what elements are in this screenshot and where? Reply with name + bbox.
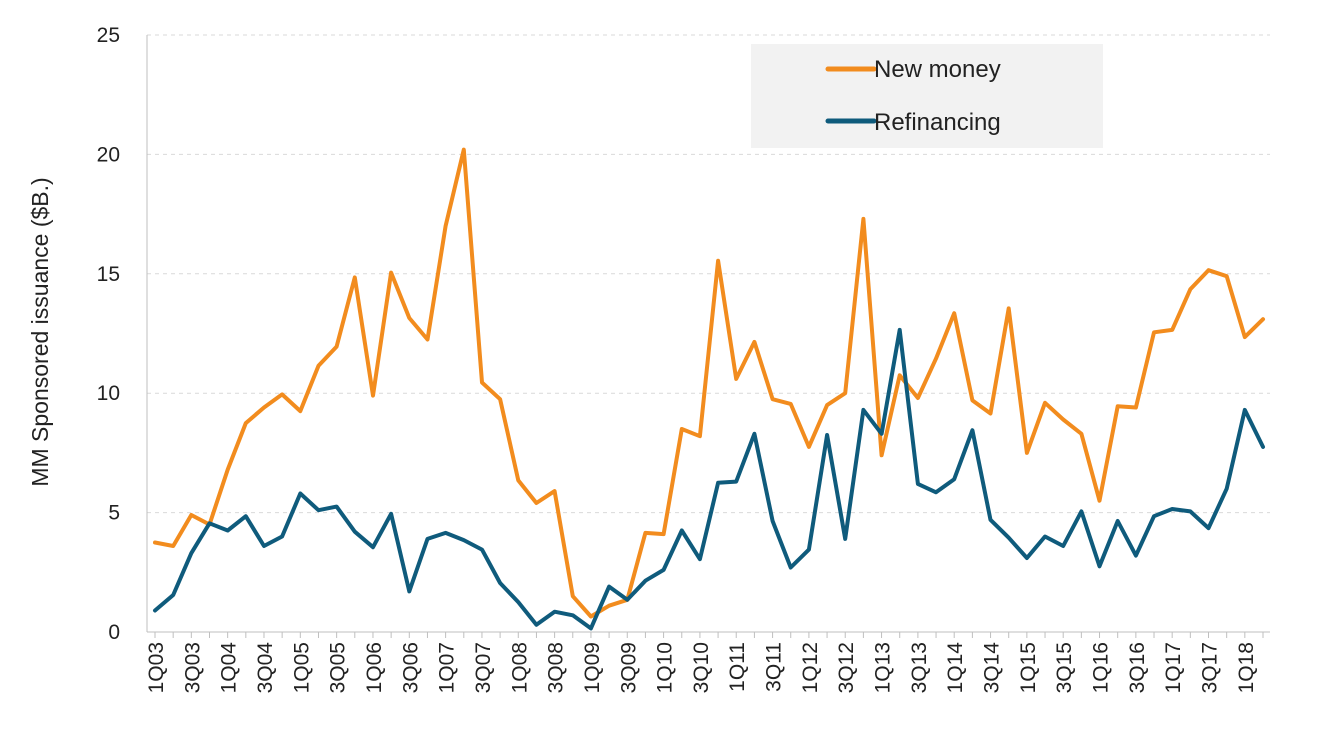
x-tick-label-3Q06: 3Q06 <box>399 642 422 693</box>
x-tick-label-3Q09: 3Q09 <box>617 642 640 693</box>
x-tick-label-1Q11: 1Q11 <box>726 642 749 692</box>
legend-background <box>751 44 1103 148</box>
x-tick-labels: 1Q03 3Q03 1Q04 3Q04 1Q05 3Q05 1Q06 3Q06 1Q07 3Q07… <box>145 642 1258 694</box>
x-tick-label-3Q07: 3Q07 <box>472 642 495 693</box>
x-tick-label-1Q13: 1Q13 <box>872 642 895 693</box>
y-tick-label-5: 5 <box>108 502 120 525</box>
x-tick-label-3Q05: 3Q05 <box>327 642 350 693</box>
y-tick-labels: 0 5 10 15 20 25 <box>97 24 120 644</box>
y-tick-label-25: 25 <box>97 24 120 47</box>
grid-lines <box>147 34 1270 514</box>
x-tick-label-1Q18: 1Q18 <box>1235 642 1258 693</box>
x-tick-label-1Q16: 1Q16 <box>1090 642 1113 693</box>
x-tick-label-3Q08: 3Q08 <box>545 642 568 693</box>
x-tick-label-1Q03: 1Q03 <box>145 642 168 693</box>
x-tick-label-1Q09: 1Q09 <box>581 642 604 693</box>
y-tick-label-0: 0 <box>108 621 120 644</box>
series-line-new-money <box>153 147 1265 619</box>
x-tick-label-3Q16: 3Q16 <box>1126 642 1149 693</box>
x-tick-label-3Q14: 3Q14 <box>981 642 1004 694</box>
x-tick-label-3Q12: 3Q12 <box>835 642 858 693</box>
y-tick-label-20: 20 <box>97 143 120 166</box>
x-tick-label-1Q04: 1Q04 <box>218 642 241 694</box>
x-tick-label-3Q15: 3Q15 <box>1053 642 1076 693</box>
series-lines <box>153 147 1265 631</box>
x-tick-label-3Q10: 3Q10 <box>690 642 713 693</box>
x-tick-label-1Q15: 1Q15 <box>1017 642 1040 693</box>
y-tick-label-10: 10 <box>97 382 120 405</box>
x-tick-label-3Q13: 3Q13 <box>908 642 931 693</box>
legend-label-new-money: New money <box>874 56 1001 83</box>
legend-label-refinancing: Refinancing <box>874 109 1001 136</box>
series-line-refinancing <box>153 327 1265 631</box>
x-tick-label-1Q06: 1Q06 <box>363 642 386 693</box>
x-tick-label-3Q11: 3Q11 <box>763 642 786 692</box>
x-tick-label-1Q12: 1Q12 <box>799 642 822 693</box>
x-tick-label-1Q17: 1Q17 <box>1162 642 1185 693</box>
x-tick-label-1Q05: 1Q05 <box>290 642 313 693</box>
y-tick-label-15: 15 <box>97 263 120 286</box>
axes <box>146 35 1270 638</box>
y-axis-title: MM Sponsored issuance ($B.) <box>27 177 53 486</box>
x-tick-label-1Q07: 1Q07 <box>436 642 459 693</box>
legend: New money Refinancing <box>751 44 1103 148</box>
x-tick-label-3Q17: 3Q17 <box>1199 642 1222 693</box>
x-tick-label-1Q10: 1Q10 <box>654 642 677 693</box>
x-tick-label-3Q04: 3Q04 <box>254 642 277 694</box>
x-tick-label-1Q08: 1Q08 <box>508 642 531 693</box>
x-tick-label-3Q03: 3Q03 <box>181 642 204 693</box>
x-tick-label-1Q14: 1Q14 <box>944 642 967 694</box>
